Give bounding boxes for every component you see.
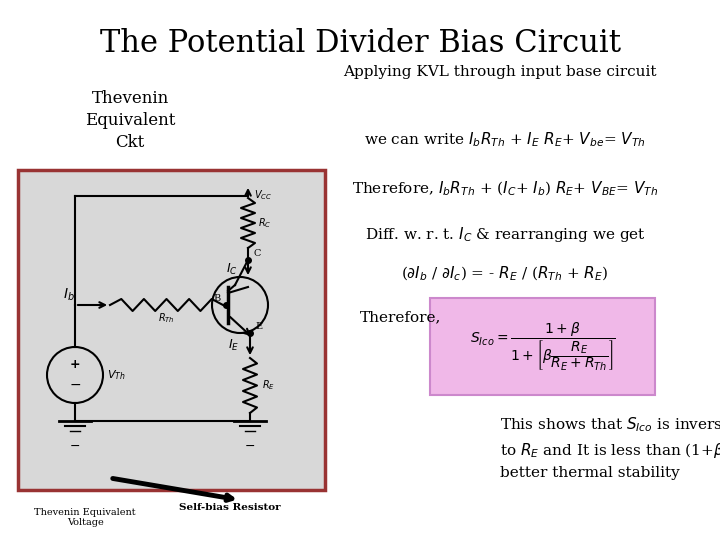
Text: Therefore, $I_bR_{Th}$ + ($I_C$+ $I_b$) $R_E$+ $V_{BE}$= $V_{Th}$: Therefore, $I_bR_{Th}$ + ($I_C$+ $I_b$) …	[352, 180, 658, 198]
Text: B: B	[213, 294, 220, 303]
Bar	[430, 298, 655, 395]
Text: This shows that $S_{Ico}$ is inversely proportional
to $R_E$ and It is less than: This shows that $S_{Ico}$ is inversely p…	[500, 415, 720, 480]
Text: Diff. w. r. t. $I_C$ & rearranging we get: Diff. w. r. t. $I_C$ & rearranging we ge…	[364, 225, 646, 244]
Text: $S_{Ico}=\dfrac{1+\beta}{1+\left[\beta\dfrac{R_E}{R_E+R_{Th}}\right]}$: $S_{Ico}=\dfrac{1+\beta}{1+\left[\beta\d…	[469, 320, 616, 373]
Text: −: −	[69, 378, 81, 392]
Text: $I_b$: $I_b$	[63, 287, 75, 303]
Bar	[18, 170, 325, 490]
Text: $I_E$: $I_E$	[228, 338, 239, 353]
Text: we can write $I_bR_{Th}$ + $I_E$ $R_E$+ $V_{be}$= $V_{Th}$: we can write $I_bR_{Th}$ + $I_E$ $R_E$+ …	[364, 130, 646, 148]
Text: $-$: $-$	[69, 439, 81, 452]
Text: $V_{CC}$: $V_{CC}$	[254, 188, 272, 202]
Text: $R_{Th}$: $R_{Th}$	[158, 311, 175, 325]
Text: C: C	[254, 249, 261, 258]
Text: +: +	[70, 359, 81, 372]
Text: $R_E$: $R_E$	[262, 379, 275, 393]
Text: Self-bias Resistor: Self-bias Resistor	[179, 503, 281, 512]
Text: The Potential Divider Bias Circuit: The Potential Divider Bias Circuit	[99, 28, 621, 59]
Text: Thevenin Equivalent
Voltage: Thevenin Equivalent Voltage	[34, 508, 136, 528]
Text: Therefore,: Therefore,	[360, 310, 441, 324]
Text: ($\partial I_b$ / $\partial I_c$) = - $R_E$ / ($R_{Th}$ + $R_E$): ($\partial I_b$ / $\partial I_c$) = - $R…	[401, 265, 608, 284]
Text: $I_C$: $I_C$	[226, 261, 238, 276]
Text: $V_{Th}$: $V_{Th}$	[107, 368, 126, 382]
Text: $R_C$: $R_C$	[258, 216, 271, 230]
Text: E: E	[255, 322, 262, 331]
Text: Applying KVL through input base circuit: Applying KVL through input base circuit	[343, 65, 657, 79]
Text: Thevenin
Equivalent
Ckt: Thevenin Equivalent Ckt	[85, 90, 175, 151]
Text: $-$: $-$	[244, 439, 256, 452]
